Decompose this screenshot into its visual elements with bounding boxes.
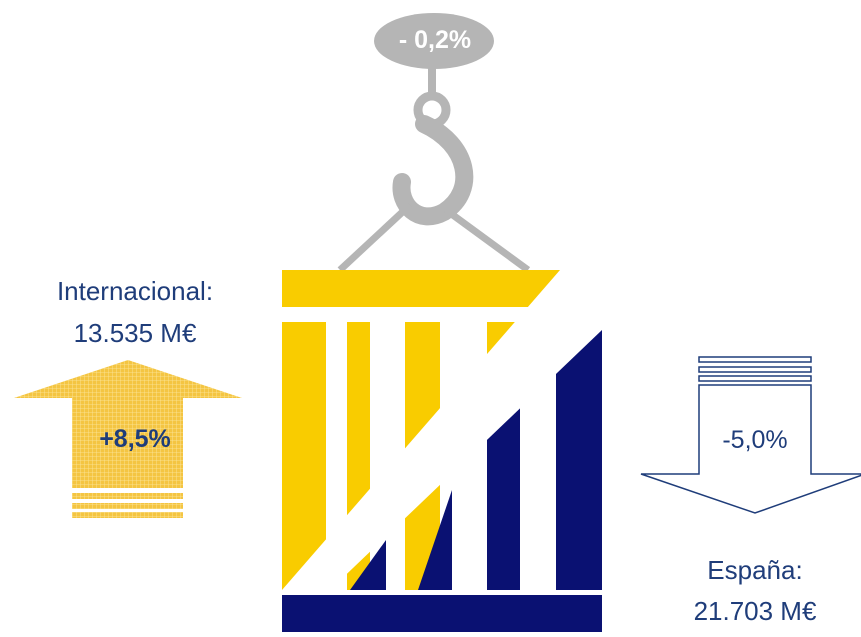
- international-value: 13.535 M€: [73, 318, 197, 348]
- spain-change: -5,0%: [722, 426, 788, 454]
- international-change: +8,5%: [99, 425, 171, 453]
- total-change-label: - 0,2%: [398, 26, 472, 54]
- spain-label: España:: [707, 555, 803, 585]
- international-label: Internacional:: [56, 276, 214, 306]
- down-arrow-icon: [640, 356, 861, 514]
- up-arrow-icon: [14, 360, 242, 518]
- spain-value: 21.703 M€: [693, 596, 817, 626]
- container-crate: [282, 270, 602, 632]
- hook-icon: [337, 13, 531, 273]
